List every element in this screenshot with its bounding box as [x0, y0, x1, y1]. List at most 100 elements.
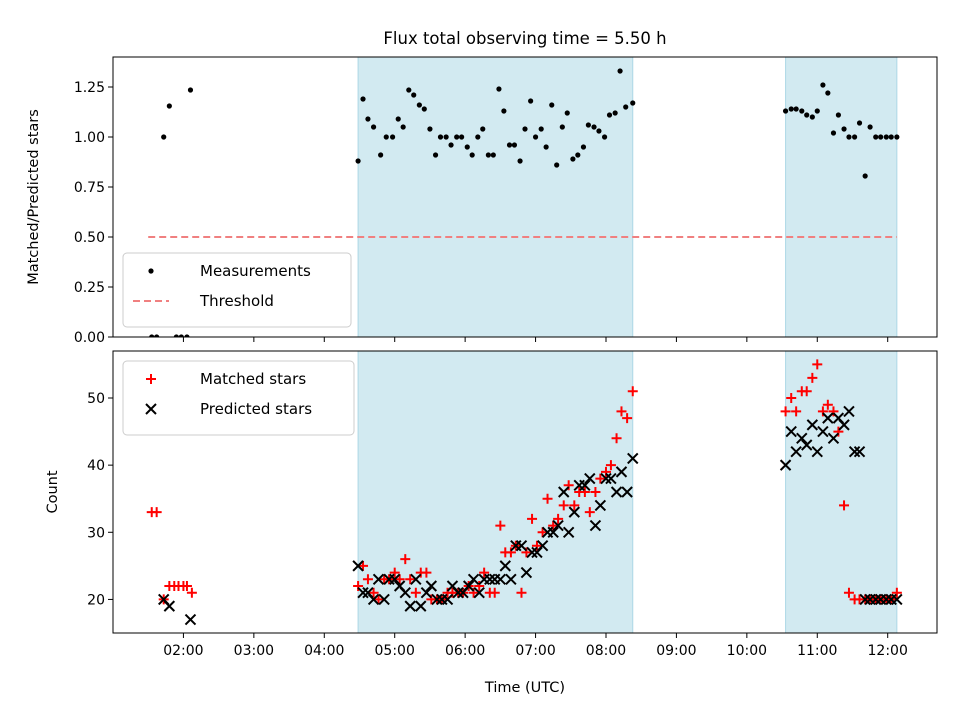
shaded-interval [357, 56, 634, 338]
count-panel: 20 30 40 50 02:00 03:00 04:00 05:00 06:00 07:00 08… [45, 350, 938, 696]
measurement-point [522, 126, 528, 132]
measurement-point [154, 334, 160, 337]
measurement-point [617, 68, 623, 74]
predicted-star-point [870, 593, 882, 606]
matched-star-point [622, 413, 633, 424]
matched-star-point [595, 473, 606, 484]
measurement-point [485, 152, 491, 158]
predicted-star-point [838, 419, 850, 431]
measurement-point [554, 162, 560, 168]
matched-star-point [358, 560, 369, 571]
y-tick-label: 1.25 [74, 80, 105, 96]
measurement-point [454, 134, 460, 140]
matched-star-point [791, 406, 802, 417]
predicted-star-point [494, 573, 507, 585]
predicted-star-point [441, 593, 454, 606]
measurement-point [878, 134, 884, 140]
measurement-point [543, 144, 549, 150]
measurement-point [427, 126, 433, 132]
matched-star-point [474, 581, 485, 591]
measurement-point [894, 134, 900, 140]
matched-star-point [394, 574, 405, 585]
predicted-star-point [389, 573, 401, 585]
matched-star-point [616, 406, 627, 417]
measurement-point [173, 334, 179, 337]
measurement-point [411, 92, 417, 98]
predicted-star-point [859, 593, 871, 606]
measurement-point [630, 100, 636, 106]
measurement-point [187, 87, 194, 93]
predicted-star-point [163, 600, 176, 612]
measurement-point [432, 152, 439, 158]
matched-star-point [479, 567, 490, 578]
measurement-point [883, 134, 889, 140]
matched-star-point [421, 567, 432, 578]
matched-star-point [807, 372, 818, 383]
matched-star-point [590, 487, 601, 497]
measurement-point [612, 110, 618, 116]
matched-star-point [569, 500, 580, 511]
measurement-point [355, 158, 361, 164]
matched-star-point [605, 460, 616, 471]
predicted-star-point [615, 466, 628, 478]
matched-star-point [489, 587, 500, 598]
measurement-point [437, 134, 444, 140]
measurement-point [149, 334, 155, 337]
plot-area [148, 68, 900, 337]
measurement-point [538, 126, 544, 132]
measurement-point [888, 134, 894, 140]
measurement-point [809, 114, 815, 120]
matched-star-point [828, 406, 839, 417]
x-tick-label: 08:00 [586, 643, 626, 659]
predicted-star-point [484, 573, 496, 585]
matched-star-point [817, 406, 828, 417]
predicted-star-point [352, 560, 364, 572]
x-tick-label: 12:00 [868, 643, 908, 659]
matched-star-point [495, 520, 506, 531]
x-tick-label: 04:00 [304, 643, 344, 659]
measurement-point [421, 106, 427, 112]
legend: Matched stars Predicted stars [122, 360, 355, 436]
measurement-point [496, 86, 502, 92]
predicted-star-point [420, 587, 433, 599]
predicted-star-point [579, 479, 591, 491]
predicted-star-point [378, 593, 390, 606]
matched-star-point [181, 581, 192, 591]
measurement-point [830, 130, 837, 136]
measurement-point [360, 96, 366, 102]
ratio-panel: 0.00 0.25 0.50 0.75 1.00 1.25 Matched/Predicte… [26, 56, 938, 346]
matched-star-point [558, 500, 569, 511]
predicted-star-point [552, 519, 564, 532]
chart-title: Flux total observing time = 5.50 h [383, 29, 666, 48]
legend-box [122, 252, 352, 328]
predicted-star-point [843, 405, 855, 418]
predicted-star-point [367, 593, 380, 606]
measurement-point [365, 116, 371, 122]
matched-star-point [833, 426, 844, 437]
measurement-point [575, 152, 581, 158]
y-tick-label: 50 [87, 391, 105, 407]
predicted-star-point [600, 472, 612, 485]
measurement-point [862, 173, 868, 179]
legend: Measurements Threshold [122, 252, 352, 328]
predicted-star-point [399, 587, 411, 599]
x-tick-label: 11:00 [797, 643, 837, 659]
measurement-point [596, 128, 602, 134]
matched-star-point [553, 513, 564, 524]
matched-star-point [627, 386, 638, 397]
predicted-star-point [562, 526, 575, 538]
predicted-star-point [425, 580, 438, 592]
y-axis-label: Count [45, 470, 61, 513]
matched-star-point [362, 574, 373, 585]
predicted-star-point [779, 459, 792, 471]
matched-star-point [801, 386, 812, 397]
measurement-point [623, 104, 629, 110]
x-tick-label: 05:00 [375, 643, 415, 659]
legend-marker-matched [146, 374, 156, 384]
y-tick-label: 30 [87, 525, 105, 541]
legend-marker-measurements [148, 268, 154, 274]
predicted-star-point [526, 546, 538, 559]
measurement-point [395, 116, 401, 122]
matched-star-point [521, 547, 532, 558]
